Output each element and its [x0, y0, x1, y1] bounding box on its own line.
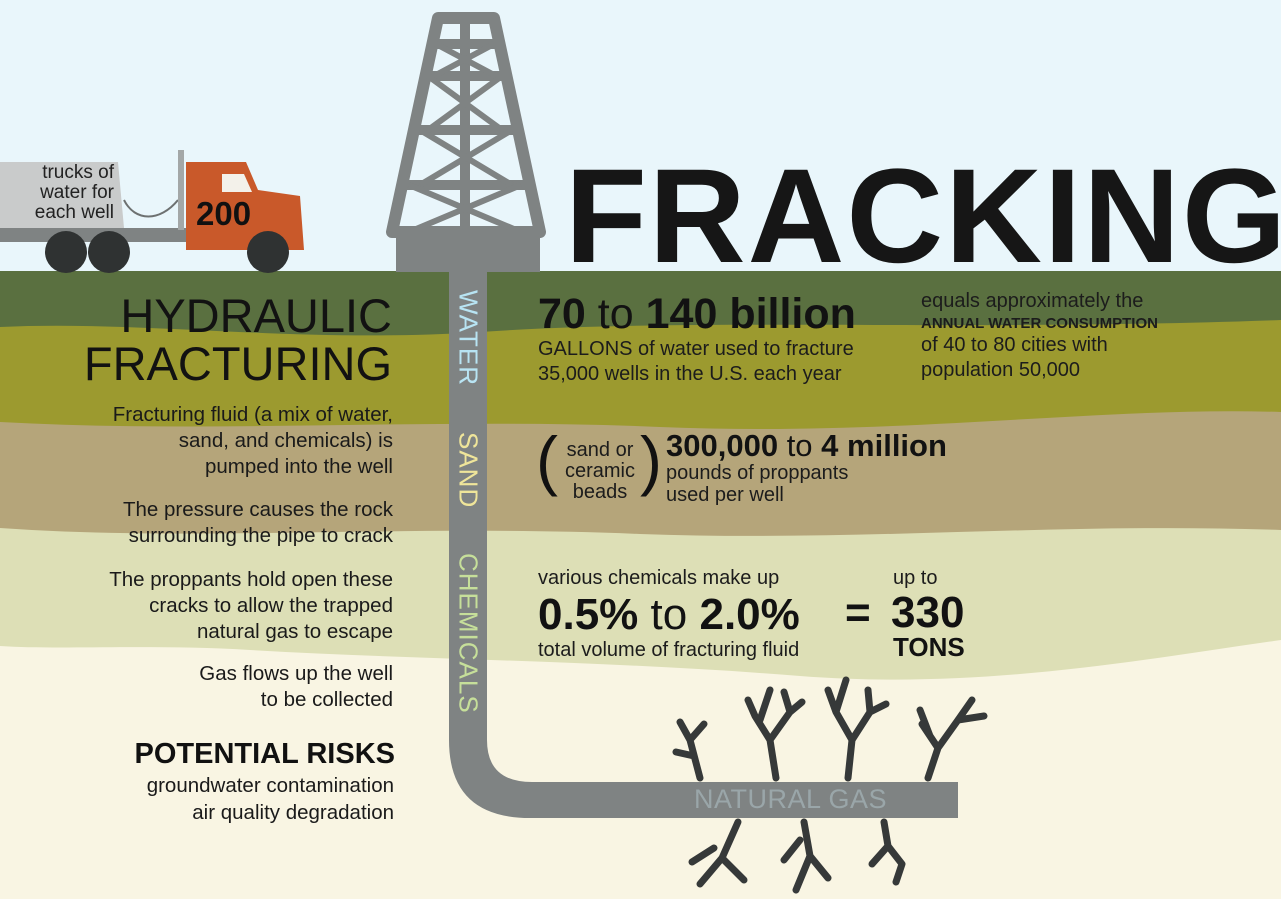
fracture-cracks	[672, 676, 988, 782]
step-4: Gas flows up the well to be collected	[199, 661, 393, 713]
water-description: GALLONS of water used to fracture 35,000…	[538, 337, 854, 387]
chemicals-from: 0.5%	[538, 590, 639, 639]
step-line: sand, and chemicals) is	[178, 429, 393, 452]
equals-line: equals approximately the	[921, 290, 1144, 312]
layer-olive	[0, 318, 1281, 430]
water-to-word: to	[597, 290, 634, 338]
chemicals-description: total volume of fracturing fluid	[538, 639, 800, 661]
step-line: natural gas to escape	[196, 620, 393, 643]
fracture-cracks-lower	[688, 818, 906, 894]
tons-unit: TONS	[893, 632, 965, 662]
step-line: to be collected	[260, 688, 393, 711]
equals-line: population 50,000	[921, 359, 1081, 381]
chemicals-to-word: to	[650, 590, 688, 639]
truck-count: 200	[196, 195, 252, 232]
step-line: The proppants hold open these	[109, 568, 393, 591]
step-line: Gas flows up the well	[199, 662, 393, 685]
chemicals-to: 2.0%	[699, 590, 800, 639]
tons-amount: 330	[891, 588, 965, 637]
step-1: Fracturing fluid (a mix of water, sand, …	[113, 402, 393, 480]
step-2: The pressure causes the rock surrounding…	[123, 497, 393, 549]
risks-heading: POTENTIAL RISKS	[134, 738, 396, 770]
risks-list: groundwater contamination air quality de…	[147, 772, 394, 826]
heading-hydraulic: HYDRAULIC	[120, 289, 392, 342]
step-line: surrounding the pipe to crack	[128, 524, 393, 547]
layer-grass	[0, 271, 1281, 336]
paren-open: (	[536, 423, 558, 497]
water-from: 70	[538, 290, 586, 338]
proppant-note: sand or ceramic beads	[554, 440, 646, 503]
sand-description: pounds of proppants used per well	[666, 462, 848, 506]
water-line: GALLONS of water used to fracture	[538, 338, 854, 360]
sand-to: 4 million	[821, 428, 947, 463]
truck-label: trucks of water for each well	[34, 162, 114, 223]
equals-highlight: ANNUAL WATER CONSUMPTION	[921, 315, 1158, 332]
step-line: The pressure causes the rock	[122, 498, 393, 521]
drilling-derrick	[386, 12, 546, 272]
sand-amount: 300,000 to 4 million	[666, 428, 947, 464]
heading-fracturing: FRACTURING	[83, 337, 392, 390]
pipe-label-natural-gas: NATURAL GAS	[694, 784, 888, 814]
water-truck	[0, 150, 304, 273]
risk-item: groundwater contamination	[146, 774, 394, 797]
equals-line: of 40 to 80 cities with	[921, 334, 1108, 356]
page-title: FRACKING	[565, 142, 1281, 291]
chemicals-amount: 0.5% to 2.0%	[538, 590, 800, 640]
equals-sign: =	[845, 588, 871, 637]
water-equivalent: equals approximately the ANNUAL WATER CO…	[921, 289, 1158, 383]
note-line: beads	[572, 481, 628, 503]
sand-line: used per well	[666, 484, 784, 506]
step-3: The proppants hold open these cracks to …	[109, 567, 393, 645]
layer-pale	[0, 525, 1281, 680]
step-line: pumped into the well	[204, 455, 393, 478]
sand-line: pounds of proppants	[666, 462, 849, 484]
note-line: ceramic	[564, 460, 635, 482]
sand-from: 300,000	[666, 428, 779, 463]
water-amount: 70 to 140 billion	[538, 290, 856, 339]
layer-tan	[0, 409, 1281, 536]
step-line: cracks to allow the trapped	[149, 594, 393, 617]
chemicals-intro: various chemicals make up	[538, 567, 780, 589]
water-to: 140 billion	[645, 290, 856, 338]
note-line: sand or	[566, 439, 634, 461]
water-line: 35,000 wells in the U.S. each year	[538, 363, 842, 385]
sand-to-word: to	[786, 428, 813, 463]
up-to-label: up to	[893, 567, 938, 589]
risk-item: air quality degradation	[192, 801, 394, 824]
step-line: Fracturing fluid (a mix of water,	[112, 403, 393, 426]
paren-close: )	[640, 423, 662, 497]
